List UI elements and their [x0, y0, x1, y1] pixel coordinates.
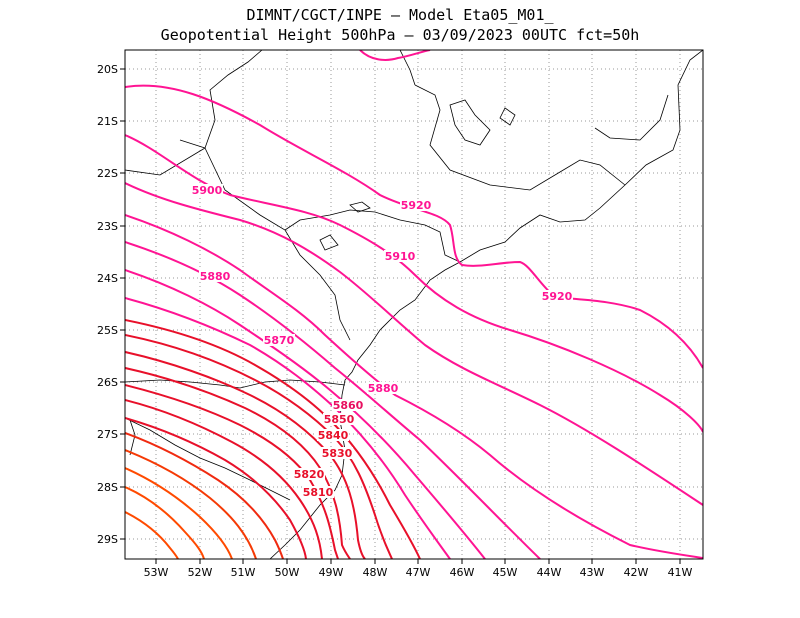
contour-label-background: [293, 468, 325, 480]
contour-label-background: [317, 429, 349, 441]
lat-tick-label: 27S: [97, 428, 118, 441]
contour-line: [125, 384, 339, 559]
contour-line: [125, 417, 307, 559]
state-border-1: [179, 50, 263, 149]
contour-line: [125, 269, 486, 559]
contour-label-background: [321, 447, 353, 459]
contour-label: 5920: [542, 290, 573, 303]
contour-line: [125, 182, 703, 506]
lat-tick-label: 21S: [97, 115, 118, 128]
lon-tick-label: 44W: [537, 566, 562, 579]
state-border-7: [594, 94, 669, 141]
contour-line: [125, 134, 703, 433]
contour-lines: [125, 50, 703, 559]
state-border-2: [125, 147, 206, 176]
lon-tick-label: 43W: [580, 566, 605, 579]
coastline-and-borders: [125, 50, 703, 559]
contour-label-background: [384, 250, 416, 262]
latitude-ticks: 20S 21S 22S 23S 24S 25S 26S 27S 28S 29S: [97, 63, 125, 546]
contour-label: 5830: [322, 447, 353, 460]
contour-label: 5910: [385, 250, 416, 263]
lat-tick-label: 29S: [97, 533, 118, 546]
plot-frame: [124, 49, 704, 560]
lat-tick-label: 28S: [97, 481, 118, 494]
contour-label: 5880: [368, 382, 399, 395]
longitude-ticks: 53W 52W 51W 50W 49W 48W 47W 46W 45W 44W 43W 42W 41W: [144, 559, 693, 579]
state-border-3: [204, 147, 351, 341]
contour-line: [125, 449, 257, 559]
contour-label: 5920: [401, 199, 432, 212]
contour-label: 5900: [192, 184, 223, 197]
contour-label: 5810: [303, 486, 334, 499]
contour-label: 5880: [200, 270, 231, 283]
river-4: [499, 107, 516, 126]
contour-label-background: [367, 382, 399, 394]
lon-tick-label: 53W: [144, 566, 169, 579]
contour-line: [125, 214, 703, 559]
river-3: [449, 99, 491, 146]
contour-line: [359, 50, 431, 61]
lat-tick-label: 20S: [97, 63, 118, 76]
contour-label: 5860: [333, 399, 364, 412]
contour-label-background: [302, 486, 334, 498]
coastline: [269, 50, 703, 559]
lon-tick-label: 46W: [450, 566, 475, 579]
contour-line: [125, 351, 366, 559]
contour-label: 5840: [318, 429, 349, 442]
lat-tick-label: 26S: [97, 376, 118, 389]
contour-label: 5850: [324, 413, 355, 426]
contour-line: [125, 319, 421, 559]
contour-label-background: [323, 413, 355, 425]
lat-tick-label: 25S: [97, 324, 118, 337]
contour-line: [125, 486, 205, 559]
lat-tick-label: 22S: [97, 167, 118, 180]
map-title-line-1: DIMNT/CGCT/INPE – Model Eta05_M01_: [246, 6, 554, 24]
grid-lines: [125, 50, 703, 559]
contour-label-background: [332, 399, 364, 411]
contour-label-background: [400, 199, 432, 211]
contour-line: [125, 432, 284, 559]
contour-line: [125, 399, 323, 559]
contour-line: [125, 84, 703, 369]
contour-label-background: [541, 290, 573, 302]
lon-tick-label: 41W: [668, 566, 693, 579]
state-border-4: [284, 209, 461, 263]
lon-tick-label: 49W: [319, 566, 344, 579]
contour-line: [125, 467, 233, 559]
lat-tick-label: 24S: [97, 272, 118, 285]
map-title-line-2: Geopotential Height 500hPa – 03/09/2023 …: [160, 26, 640, 44]
contour-label: 5820: [294, 468, 325, 481]
lon-tick-label: 48W: [363, 566, 388, 579]
lon-tick-label: 52W: [188, 566, 213, 579]
contour-label-background: [263, 334, 295, 346]
contour-line: [125, 367, 351, 559]
state-border-5: [414, 84, 626, 191]
lon-tick-label: 50W: [275, 566, 300, 579]
state-border-10: [129, 419, 136, 456]
contour-label-background: [199, 270, 231, 282]
river-1: [319, 234, 339, 251]
river-2: [349, 201, 371, 213]
state-border-9: [125, 417, 291, 501]
lon-tick-label: 42W: [624, 566, 649, 579]
contour-line: [125, 511, 179, 559]
lon-tick-label: 45W: [493, 566, 518, 579]
lon-tick-label: 51W: [231, 566, 256, 579]
lon-tick-label: 47W: [406, 566, 431, 579]
contour-label: 5870: [264, 334, 295, 347]
lat-tick-label: 23S: [97, 220, 118, 233]
contour-label-background: [191, 184, 223, 196]
contour-line: [125, 297, 451, 559]
